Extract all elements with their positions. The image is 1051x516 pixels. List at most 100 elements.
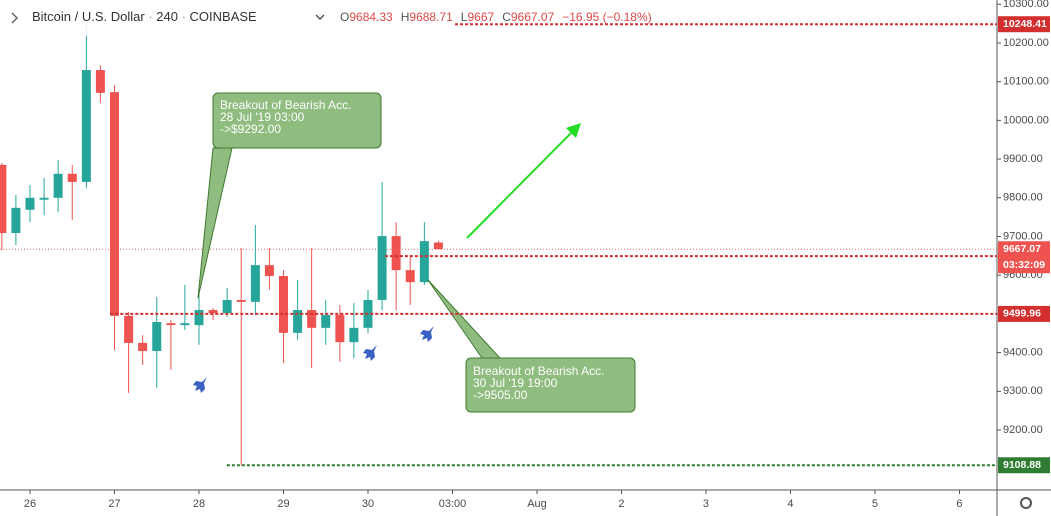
x-tick-label: 30 <box>362 498 374 510</box>
candle-body <box>419 241 429 283</box>
annotation-text: ->9505.00 <box>473 388 528 402</box>
rocket-icon <box>363 345 377 361</box>
x-tick-label: Aug <box>527 498 547 510</box>
candle-body <box>293 310 303 333</box>
candle-body <box>95 70 105 93</box>
trend-arrow <box>466 125 579 239</box>
separator: · <box>178 9 190 24</box>
ohlc-item: H9688.71 <box>401 10 453 24</box>
separator: · <box>145 9 157 24</box>
ohlc-item: L9667 <box>461 10 495 24</box>
ohlc-value: 9667.07 <box>511 10 555 24</box>
candle-body <box>264 265 274 276</box>
candle-body <box>39 197 49 200</box>
y-tick-label: 10300.00 <box>1003 0 1049 10</box>
x-tick-label: 6 <box>956 498 962 510</box>
last-price-label: 9667.07 <box>1003 243 1041 255</box>
candle-body <box>138 342 148 352</box>
price-label-bg <box>998 16 1050 33</box>
candle-body <box>377 236 387 300</box>
dropdown-icon <box>315 14 325 21</box>
header-exchange: COINBASE <box>190 9 258 24</box>
candle-body <box>250 265 260 302</box>
ohlc-change: −16.95 (−0.18%) <box>562 10 651 24</box>
last-price-bg <box>998 241 1050 274</box>
x-tick-label: 5 <box>872 498 878 510</box>
annotation-text: 28 Jul '19 03:00 <box>220 110 305 124</box>
rocket-icon <box>420 326 434 342</box>
candle-body <box>321 315 331 328</box>
candle-body <box>81 70 91 182</box>
candle-body <box>166 323 176 326</box>
candle-body <box>0 164 7 234</box>
candle-body <box>194 310 204 326</box>
price-label: 9499.96 <box>1003 308 1041 320</box>
y-tick-label: 9800.00 <box>1003 192 1043 204</box>
settings-icon[interactable] <box>1020 497 1032 509</box>
header-symbol: Bitcoin / U.S. Dollar <box>32 9 145 24</box>
ohlc-item: C9667.07 <box>502 10 554 24</box>
x-tick-label: 3 <box>703 498 709 510</box>
x-tick-label: 4 <box>787 498 793 510</box>
annotation-text: 30 Jul '19 19:00 <box>473 376 558 390</box>
candle-body <box>109 92 119 316</box>
candle-body <box>278 275 288 333</box>
candle-body <box>67 173 77 182</box>
callout-box <box>465 357 636 413</box>
y-tick-label: 9700.00 <box>1003 230 1043 242</box>
callout-box <box>212 92 382 149</box>
y-tick-label: 9200.00 <box>1003 424 1043 436</box>
ohlc-value: 9684.33 <box>349 10 393 24</box>
ohlc-legend: O9684.33 H9688.71 L9667 C9667.07 −16.95 (−0.… <box>340 10 652 24</box>
x-tick-label: 2 <box>618 498 624 510</box>
rocket-icons <box>193 326 434 393</box>
candle-body <box>11 207 21 234</box>
countdown-label: 03:32:09 <box>1003 259 1045 271</box>
candle-body <box>222 299 232 314</box>
annotation-text: ->$9292.00 <box>220 122 281 136</box>
ohlc-value: 9667 <box>467 10 494 24</box>
candle-body <box>391 236 401 271</box>
annotation-text: Breakout of Bearish Acc. <box>473 364 604 378</box>
price-label: 10248.41 <box>1003 18 1047 30</box>
y-tick-label: 10000.00 <box>1003 114 1049 126</box>
symbol-header[interactable]: Bitcoin / U.S. Dollar · 240 · COINBASE <box>32 9 257 24</box>
candle-body <box>180 323 190 326</box>
price-label: 9108.88 <box>1003 459 1041 471</box>
x-tick-label: 28 <box>193 498 205 510</box>
annotation-text: Breakout of Bearish Acc. <box>220 98 351 112</box>
x-tick-label: 26 <box>24 498 36 510</box>
x-tick-label: 03:00 <box>439 498 467 510</box>
trend-arrow-head <box>566 123 581 138</box>
y-tick-label: 10200.00 <box>1003 37 1049 49</box>
y-tick-label: 9400.00 <box>1003 347 1043 359</box>
candle-body <box>208 310 218 314</box>
header-interval: 240 <box>156 9 178 24</box>
callout-joint <box>214 149 230 151</box>
y-tick-label: 9900.00 <box>1003 153 1043 165</box>
price-label-bg <box>998 457 1050 474</box>
candle-body <box>349 327 359 343</box>
ohlc-item: O9684.33 <box>340 10 393 24</box>
plot-area <box>0 25 997 466</box>
header-bg <box>0 0 700 36</box>
ohlc-key: O <box>340 10 349 24</box>
candle-body <box>307 310 317 328</box>
candle-body <box>405 270 415 283</box>
x-tick-label: 27 <box>108 498 120 510</box>
candle-body <box>152 322 162 352</box>
candle-body <box>124 315 134 343</box>
collapse-icon <box>11 12 19 24</box>
candle-body <box>335 315 345 343</box>
price-label-bg <box>998 305 1050 322</box>
rocket-icon <box>193 377 207 393</box>
candle-body <box>53 173 63 198</box>
y-tick-label: 10100.00 <box>1003 76 1049 88</box>
y-tick-label: 9300.00 <box>1003 385 1043 397</box>
x-tick-label: 29 <box>277 498 289 510</box>
candle-body <box>433 242 443 250</box>
candle-body <box>236 299 246 302</box>
ohlc-key: H <box>401 10 410 24</box>
